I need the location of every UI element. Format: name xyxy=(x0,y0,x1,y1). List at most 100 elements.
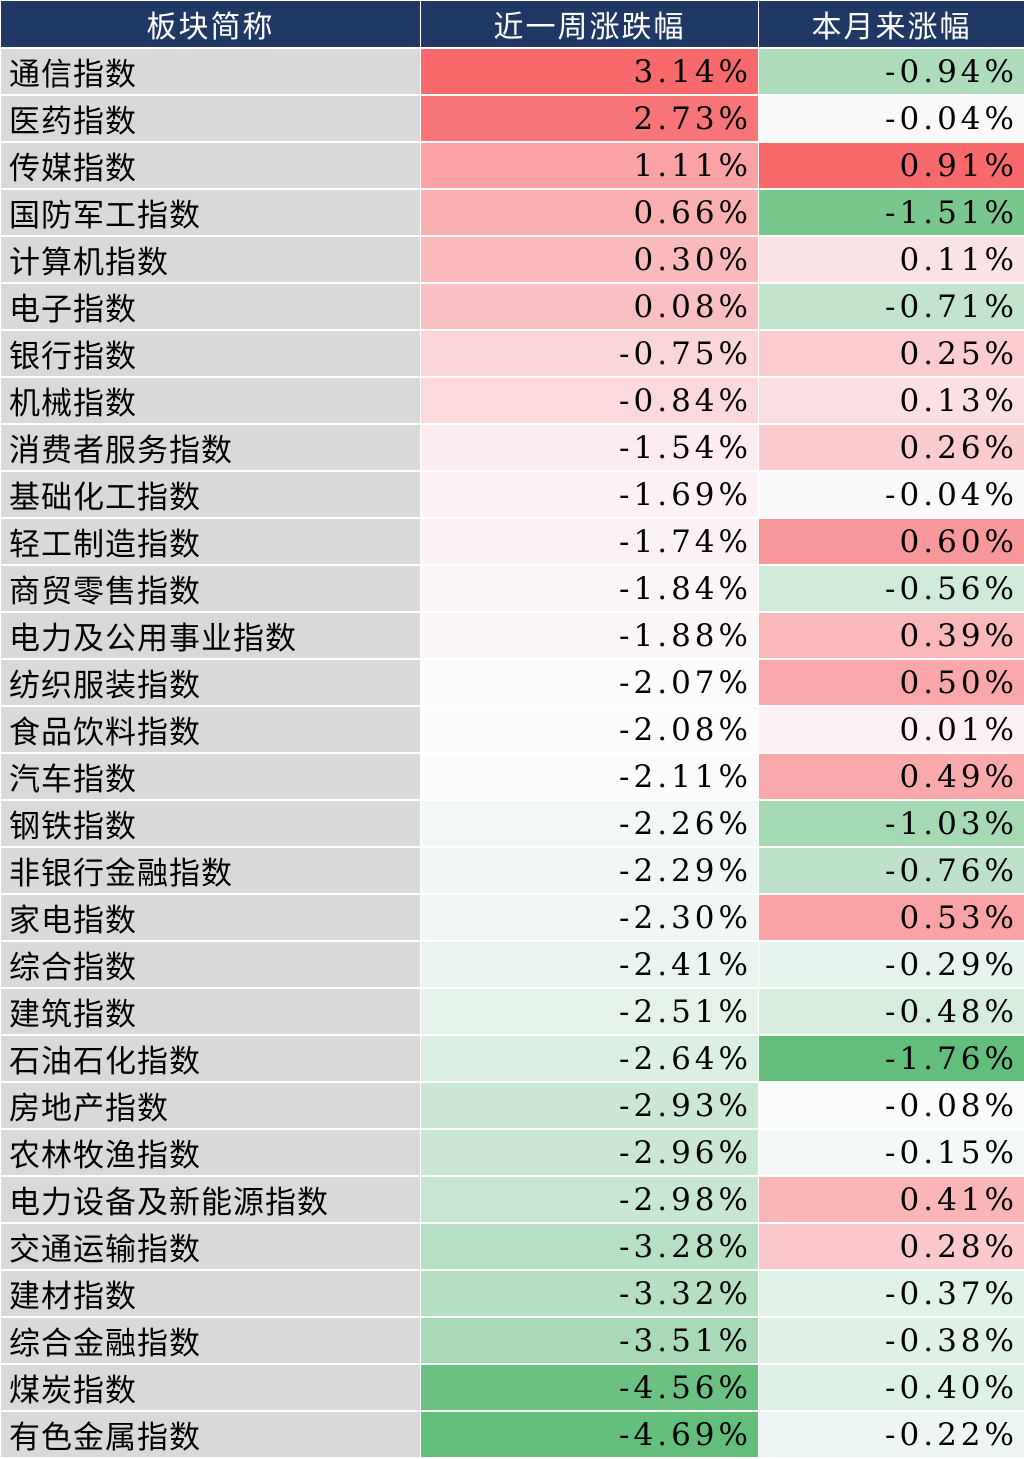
week-change-cell: -1.84% xyxy=(421,565,759,612)
table-row: 电力及公用事业指数-1.88%0.39% xyxy=(1,612,1024,659)
sector-name-cell: 建材指数 xyxy=(1,1270,421,1317)
table-row: 建材指数-3.32%-0.37% xyxy=(1,1270,1024,1317)
column-header-month-change: 本月来涨幅 xyxy=(759,1,1024,49)
sector-name-cell: 煤炭指数 xyxy=(1,1364,421,1411)
week-change-cell: -2.96% xyxy=(421,1129,759,1176)
table-row: 非银行金融指数-2.29%-0.76% xyxy=(1,847,1024,894)
sector-name-cell: 食品饮料指数 xyxy=(1,706,421,753)
table-row: 有色金属指数-4.69%-0.22% xyxy=(1,1411,1024,1458)
sector-name-cell: 银行指数 xyxy=(1,330,421,377)
table-row: 交通运输指数-3.28%0.28% xyxy=(1,1223,1024,1270)
month-change-cell: 0.49% xyxy=(759,753,1024,800)
sector-name-cell: 石油石化指数 xyxy=(1,1035,421,1082)
sector-name-cell: 综合金融指数 xyxy=(1,1317,421,1364)
week-change-cell: -3.32% xyxy=(421,1270,759,1317)
week-change-cell: -2.29% xyxy=(421,847,759,894)
table-row: 电力设备及新能源指数-2.98%0.41% xyxy=(1,1176,1024,1223)
table-row: 汽车指数-2.11%0.49% xyxy=(1,753,1024,800)
month-change-cell: -1.03% xyxy=(759,800,1024,847)
week-change-cell: -2.11% xyxy=(421,753,759,800)
week-change-cell: -2.07% xyxy=(421,659,759,706)
table-row: 建筑指数-2.51%-0.48% xyxy=(1,988,1024,1035)
week-change-cell: -1.69% xyxy=(421,471,759,518)
table-row: 煤炭指数-4.56%-0.40% xyxy=(1,1364,1024,1411)
table-row: 基础化工指数-1.69%-0.04% xyxy=(1,471,1024,518)
week-change-cell: 3.14% xyxy=(421,48,759,95)
table-row: 食品饮料指数-2.08%0.01% xyxy=(1,706,1024,753)
sector-name-cell: 建筑指数 xyxy=(1,988,421,1035)
week-change-cell: -4.56% xyxy=(421,1364,759,1411)
month-change-cell: 0.50% xyxy=(759,659,1024,706)
sector-name-cell: 机械指数 xyxy=(1,377,421,424)
sector-name-cell: 轻工制造指数 xyxy=(1,518,421,565)
sector-name-cell: 综合指数 xyxy=(1,941,421,988)
week-change-cell: -1.88% xyxy=(421,612,759,659)
sector-name-cell: 通信指数 xyxy=(1,48,421,95)
table-row: 消费者服务指数-1.54%0.26% xyxy=(1,424,1024,471)
month-change-cell: 0.26% xyxy=(759,424,1024,471)
sector-name-cell: 房地产指数 xyxy=(1,1082,421,1129)
sector-name-cell: 消费者服务指数 xyxy=(1,424,421,471)
sector-name-cell: 电子指数 xyxy=(1,283,421,330)
sector-name-cell: 传媒指数 xyxy=(1,142,421,189)
week-change-cell: -4.69% xyxy=(421,1411,759,1458)
week-change-cell: 0.66% xyxy=(421,189,759,236)
header-row: 板块简称 近一周涨跌幅 本月来涨幅 xyxy=(1,1,1024,49)
week-change-cell: -0.75% xyxy=(421,330,759,377)
month-change-cell: 0.91% xyxy=(759,142,1024,189)
week-change-cell: -0.84% xyxy=(421,377,759,424)
month-change-cell: 0.60% xyxy=(759,518,1024,565)
month-change-cell: -0.56% xyxy=(759,565,1024,612)
month-change-cell: -1.51% xyxy=(759,189,1024,236)
week-change-cell: 0.08% xyxy=(421,283,759,330)
month-change-cell: -0.22% xyxy=(759,1411,1024,1458)
sector-name-cell: 非银行金融指数 xyxy=(1,847,421,894)
sector-name-cell: 纺织服装指数 xyxy=(1,659,421,706)
week-change-cell: -1.54% xyxy=(421,424,759,471)
month-change-cell: 0.39% xyxy=(759,612,1024,659)
table-row: 纺织服装指数-2.07%0.50% xyxy=(1,659,1024,706)
table-row: 钢铁指数-2.26%-1.03% xyxy=(1,800,1024,847)
table-row: 家电指数-2.30%0.53% xyxy=(1,894,1024,941)
sector-name-cell: 家电指数 xyxy=(1,894,421,941)
sector-name-cell: 钢铁指数 xyxy=(1,800,421,847)
week-change-cell: -2.26% xyxy=(421,800,759,847)
table-row: 综合指数-2.41%-0.29% xyxy=(1,941,1024,988)
month-change-cell: 0.01% xyxy=(759,706,1024,753)
month-change-cell: -0.29% xyxy=(759,941,1024,988)
sector-name-cell: 电力及公用事业指数 xyxy=(1,612,421,659)
sector-name-cell: 商贸零售指数 xyxy=(1,565,421,612)
week-change-cell: -2.41% xyxy=(421,941,759,988)
week-change-cell: 2.73% xyxy=(421,95,759,142)
week-change-cell: -2.30% xyxy=(421,894,759,941)
table-row: 轻工制造指数-1.74%0.60% xyxy=(1,518,1024,565)
sector-name-cell: 交通运输指数 xyxy=(1,1223,421,1270)
month-change-cell: -0.04% xyxy=(759,471,1024,518)
week-change-cell: 1.11% xyxy=(421,142,759,189)
table-row: 机械指数-0.84%0.13% xyxy=(1,377,1024,424)
table-row: 农林牧渔指数-2.96%-0.15% xyxy=(1,1129,1024,1176)
sector-name-cell: 电力设备及新能源指数 xyxy=(1,1176,421,1223)
month-change-cell: 0.41% xyxy=(759,1176,1024,1223)
month-change-cell: 0.53% xyxy=(759,894,1024,941)
week-change-cell: -1.74% xyxy=(421,518,759,565)
column-header-week-change: 近一周涨跌幅 xyxy=(421,1,759,49)
week-change-cell: -2.08% xyxy=(421,706,759,753)
table-row: 房地产指数-2.93%-0.08% xyxy=(1,1082,1024,1129)
week-change-cell: -2.51% xyxy=(421,988,759,1035)
column-header-sector: 板块简称 xyxy=(1,1,421,49)
table-row: 商贸零售指数-1.84%-0.56% xyxy=(1,565,1024,612)
month-change-cell: -0.04% xyxy=(759,95,1024,142)
week-change-cell: -3.51% xyxy=(421,1317,759,1364)
sector-name-cell: 农林牧渔指数 xyxy=(1,1129,421,1176)
table-row: 综合金融指数-3.51%-0.38% xyxy=(1,1317,1024,1364)
month-change-cell: -0.76% xyxy=(759,847,1024,894)
sector-name-cell: 计算机指数 xyxy=(1,236,421,283)
week-change-cell: 0.30% xyxy=(421,236,759,283)
month-change-cell: -0.38% xyxy=(759,1317,1024,1364)
